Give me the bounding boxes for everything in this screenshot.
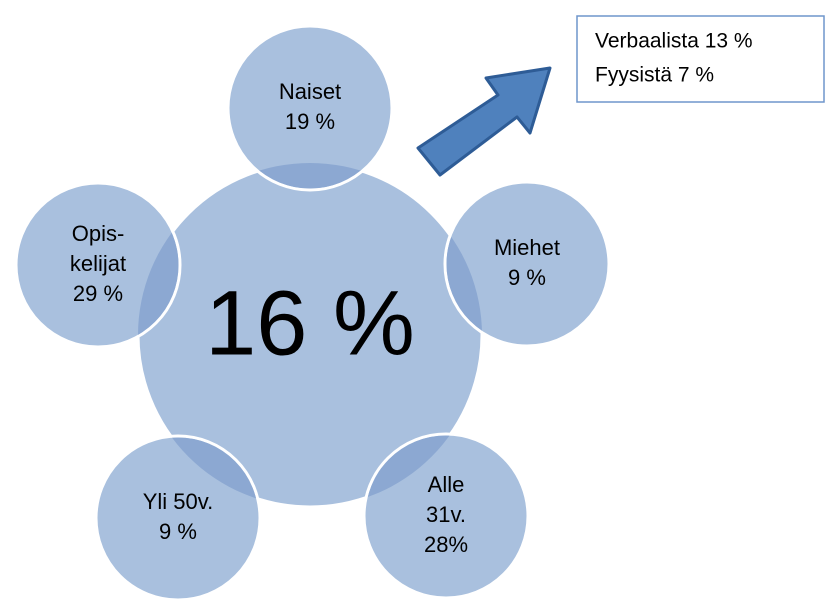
node-circle [443,180,611,348]
center-label: 16 % [205,272,415,374]
node-label: Alle [428,472,465,497]
node-label: Naiset [279,79,341,104]
arrow [416,66,552,177]
node-label: Yli 50v. [143,489,214,514]
node-label: 9 % [508,265,546,290]
satellites [14,24,611,600]
node-overlap [365,435,482,507]
node-label: kelijat [70,251,126,276]
node-label: 29 % [73,281,123,306]
callout-line: Verbaalista 13 % [595,30,753,53]
node-label: Opis- [72,221,125,246]
node-circle [14,181,182,349]
node-label: Miehet [494,235,560,260]
node-overlap [138,437,259,507]
overlap-shade [365,435,482,507]
node-circle [226,24,394,192]
node-label: 19 % [285,109,335,134]
callout-line: Fyysistä 7 % [595,64,714,87]
overlap-shade [138,437,259,507]
node-label: 28% [424,532,468,557]
callout-box [576,15,825,103]
node-label: 31v. [426,502,466,527]
node-label: 9 % [159,519,197,544]
